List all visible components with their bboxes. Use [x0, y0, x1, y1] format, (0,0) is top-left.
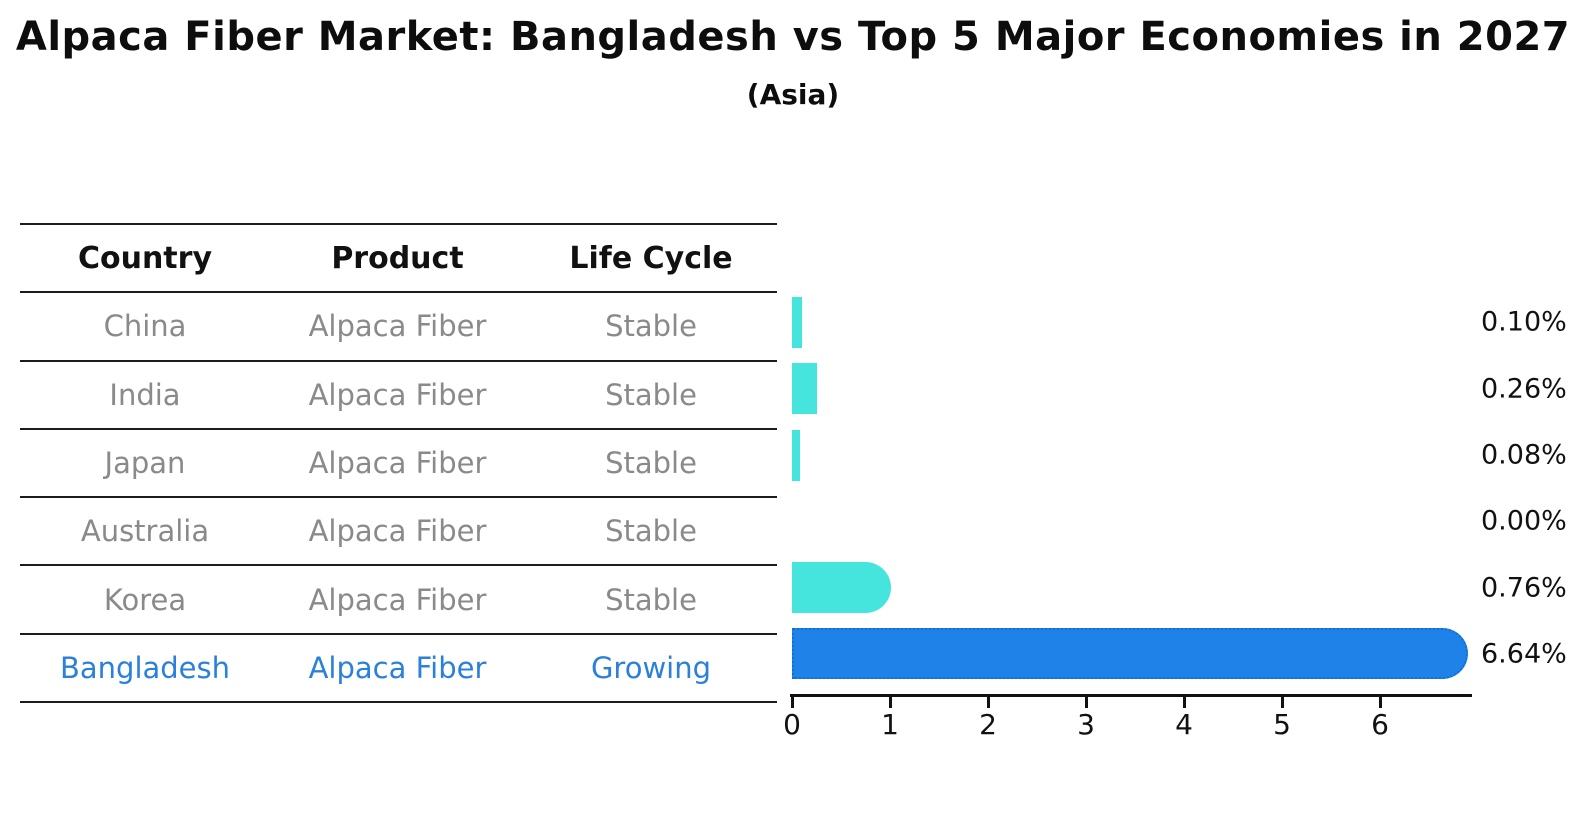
chart-title: Alpaca Fiber Market: Bangladesh vs Top 5… — [15, 14, 1571, 60]
product-cell: Alpaca Fiber — [308, 446, 487, 481]
country-cell: China — [103, 309, 187, 344]
product-cell: Alpaca Fiber — [308, 514, 487, 549]
value-label-china: 0.10% — [1481, 306, 1567, 338]
country-cell: India — [109, 377, 181, 412]
life-cycle-cell: Stable — [605, 446, 697, 481]
value-label-australia: 0.00% — [1481, 505, 1567, 537]
table-header-row: Country Product Life Cycle — [20, 223, 777, 291]
life-cycle-cell: Stable — [605, 309, 697, 344]
x-tick-label-2: 2 — [979, 708, 997, 741]
x-tick-6 — [1379, 694, 1382, 708]
country-table: Country Product Life Cycle China Alpaca F… — [20, 223, 777, 704]
country-cell: Bangladesh — [59, 650, 231, 685]
country-cell: Korea — [103, 582, 187, 617]
x-tick-4 — [1183, 694, 1186, 708]
x-tick-3 — [1085, 694, 1088, 708]
life-cycle-cell: Stable — [605, 514, 697, 549]
value-label-india: 0.26% — [1481, 373, 1567, 405]
bar-japan — [792, 429, 800, 481]
table-body: China Alpaca Fiber Stable India Alpaca Fiber… — [20, 291, 777, 701]
x-tick-label-4: 4 — [1175, 708, 1193, 741]
x-axis-line — [790, 694, 1472, 697]
product-cell: Alpaca Fiber — [308, 377, 487, 412]
x-tick-label-5: 5 — [1273, 708, 1291, 741]
x-tick-label-0: 0 — [783, 708, 801, 741]
country-cell: Japan — [104, 446, 186, 481]
bar-bangladesh — [792, 628, 1468, 680]
product-cell: Alpaca Fiber — [308, 309, 487, 344]
product-cell: Alpaca Fiber — [308, 582, 487, 617]
col-header-product: Product — [331, 240, 464, 276]
product-cell: Alpaca Fiber — [308, 650, 487, 685]
x-tick-label-3: 3 — [1077, 708, 1095, 741]
table-row-australia: Australia Alpaca Fiber Stable — [20, 496, 777, 564]
x-tick-2 — [987, 694, 990, 708]
value-label-korea: 0.76% — [1481, 572, 1567, 604]
x-tick-label-1: 1 — [881, 708, 899, 741]
country-cell: Australia — [80, 514, 210, 549]
value-label-japan: 0.08% — [1481, 439, 1567, 471]
x-tick-1 — [889, 694, 892, 708]
table-row-india: India Alpaca Fiber Stable — [20, 359, 777, 428]
table-row-japan: Japan Alpaca Fiber Stable — [20, 427, 777, 496]
col-header-country: Country — [77, 240, 213, 276]
chart-subtitle: (Asia) — [746, 78, 840, 111]
table-row-china: China Alpaca Fiber Stable — [20, 291, 777, 359]
table-row-bangladesh: Bangladesh Alpaca Fiber Growing — [20, 632, 777, 701]
life-cycle-cell: Stable — [605, 582, 697, 617]
x-tick-label-6: 6 — [1371, 708, 1389, 741]
life-cycle-cell: Stable — [605, 377, 697, 412]
col-header-life-cycle: Life Cycle — [569, 240, 733, 276]
bar-china — [792, 296, 802, 348]
x-tick-0 — [791, 694, 794, 708]
value-label-bangladesh: 6.64% — [1481, 638, 1567, 670]
x-tick-5 — [1281, 694, 1284, 708]
bar-india — [792, 363, 818, 415]
table-row-korea: Korea Alpaca Fiber Stable — [20, 564, 777, 632]
bar-korea — [792, 562, 892, 614]
life-cycle-cell: Growing — [590, 650, 712, 685]
